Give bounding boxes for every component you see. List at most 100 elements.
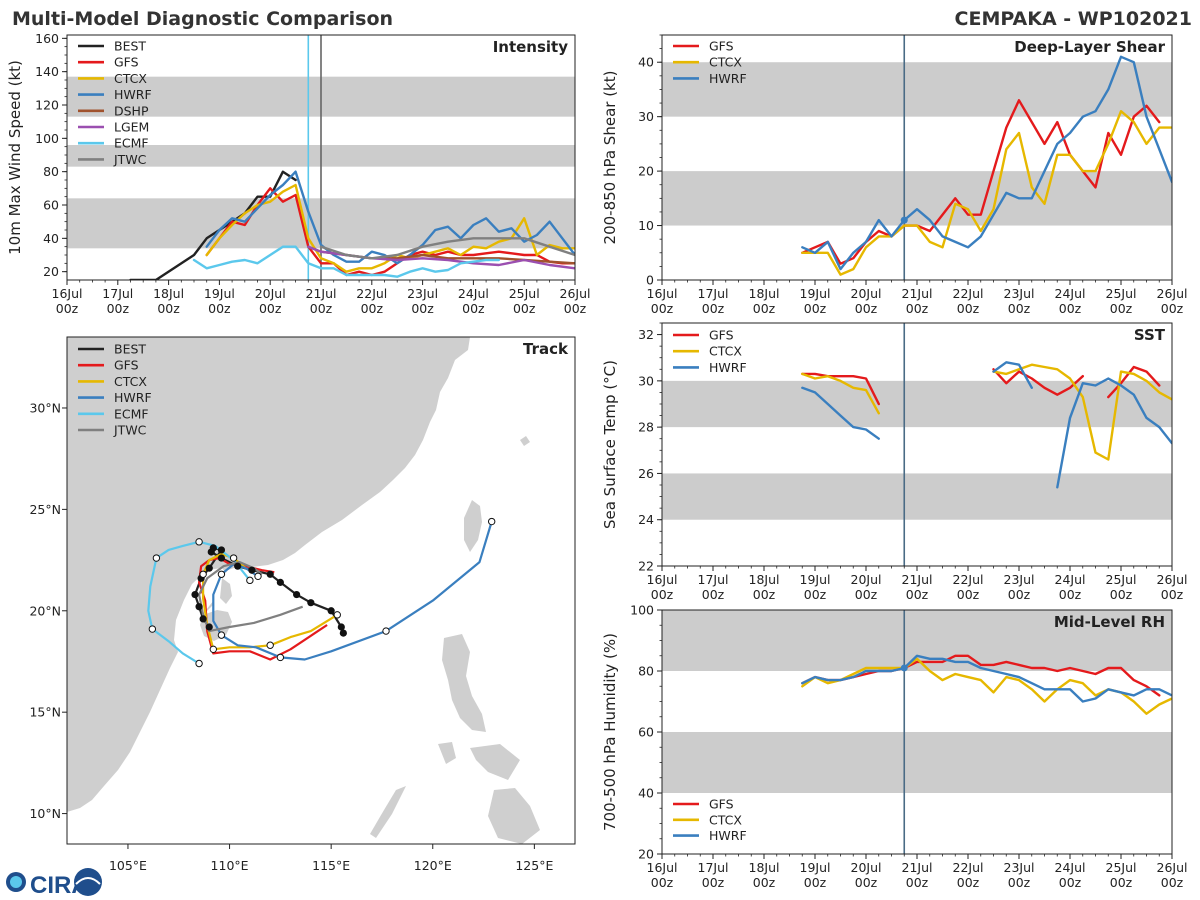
x-tick-label: 26Jul 00z xyxy=(1157,286,1188,316)
forecast-point xyxy=(217,631,226,639)
x-tick-label: 21Jul 00z xyxy=(902,860,933,890)
panel-title: Track xyxy=(523,340,569,358)
x-tick-label: 21Jul 00z xyxy=(902,286,933,316)
legend-label-ctcx: CTCX xyxy=(114,374,147,389)
forecast-point xyxy=(276,653,285,662)
x-tick-label: 17Jul 00z xyxy=(698,860,729,890)
figure-title: Multi-Model Diagnostic Comparison xyxy=(12,8,393,30)
legend-label-ctcx: CTCX xyxy=(709,55,742,70)
x-tick-label: 22Jul 00z xyxy=(953,572,984,602)
x-tick-label: 22Jul 00z xyxy=(356,286,387,316)
series-line-ctcx xyxy=(801,109,1172,276)
series-line-ecmf xyxy=(192,245,500,278)
y-tick-label: 40 xyxy=(638,786,654,801)
x-tick-label: 26Jul 00z xyxy=(1157,860,1188,890)
best-track-point xyxy=(248,566,256,574)
x-tick-label: 18Jul 00z xyxy=(153,286,184,316)
best-track-point xyxy=(327,607,335,615)
series-line-gfs xyxy=(1107,365,1161,399)
lat-tick-label: 15°N xyxy=(29,705,61,720)
x-tick-label: 17Jul 00z xyxy=(698,572,729,602)
x-tick-label: 24Jul 00z xyxy=(1055,860,1086,890)
y-tick-label: 20 xyxy=(43,264,59,279)
legend-label-best: BEST xyxy=(114,39,146,54)
forecast-point xyxy=(487,517,496,526)
y-tick-label: 60 xyxy=(43,198,59,213)
y-tick-label: 30 xyxy=(638,373,654,388)
series-line-hwrf xyxy=(1056,377,1172,489)
lat-tick-label: 10°N xyxy=(29,806,61,821)
track-line-ctcx xyxy=(202,552,338,651)
x-tick-label: 23Jul 00z xyxy=(407,286,438,316)
x-tick-label: 19Jul 00z xyxy=(800,860,831,890)
lon-tick-label: 110°E xyxy=(211,858,249,873)
track-line-hwrf xyxy=(212,521,493,661)
y-tick-label: 10 xyxy=(638,218,654,233)
y-tick-label: 160 xyxy=(35,31,59,46)
lat-tick-label: 25°N xyxy=(29,502,61,517)
best-track-point xyxy=(199,615,207,623)
y-tick-label: 20 xyxy=(638,847,654,862)
best-track-point xyxy=(191,590,199,599)
series-line-gfs xyxy=(992,368,1085,396)
x-tick-label: 24Jul 00z xyxy=(1055,286,1086,316)
y-tick-label: 30 xyxy=(638,109,654,124)
series-line-hwrf xyxy=(801,55,1172,271)
y-tick-label: 140 xyxy=(35,64,59,79)
forecast-point xyxy=(254,572,262,581)
shade-band xyxy=(662,732,1172,793)
y-tick-label: 40 xyxy=(638,55,654,70)
forecast-point xyxy=(148,625,157,633)
sst-panel: 22 24 26 28 30 32 16Jul 00z 17Jul 00z 18Jul 00z 19Ju… xyxy=(601,322,1188,602)
shade-band xyxy=(662,473,1172,520)
x-tick-label: 22Jul 00z xyxy=(953,860,984,890)
y-axis-label: Sea Surface Temp (°C) xyxy=(601,360,619,529)
x-tick-label: 16Jul 00z xyxy=(52,286,83,316)
y-tick-label: 100 xyxy=(630,603,654,618)
lon-tick-label: 120°E xyxy=(414,858,452,873)
series-line-hwrf xyxy=(801,386,880,440)
x-tick-label: 20Jul 00z xyxy=(851,860,882,890)
legend-label-ecmf: ECMF xyxy=(114,136,149,151)
series-line-gfs xyxy=(801,99,1161,265)
best-track-point xyxy=(205,623,213,631)
legend-label-jtwc: JTWC xyxy=(113,152,147,167)
x-tick-label: 17Jul 00z xyxy=(698,286,729,316)
x-tick-label: 26Jul 00z xyxy=(560,286,591,316)
legend-label-ctcx: CTCX xyxy=(709,812,742,827)
y-tick-label: 28 xyxy=(638,420,654,435)
x-tick-label: 23Jul 00z xyxy=(1004,572,1035,602)
forecast-point xyxy=(229,554,238,562)
panel-title: Intensity xyxy=(493,38,569,56)
forecast-point xyxy=(382,627,390,635)
y-tick-label: 80 xyxy=(43,164,59,179)
x-tick-label: 25Jul 00z xyxy=(1106,286,1137,316)
legend-label-best: BEST xyxy=(114,342,146,357)
storm-name: CEMPAKA - WP102021 xyxy=(955,8,1192,30)
y-tick-label: 40 xyxy=(43,231,59,246)
legend-label-jtwc: JTWC xyxy=(113,423,147,438)
x-tick-label: 25Jul 00z xyxy=(1106,572,1137,602)
analysis-marker xyxy=(900,664,908,672)
best-track-point xyxy=(209,544,217,552)
x-tick-label: 19Jul 00z xyxy=(800,286,831,316)
y-tick-label: 0 xyxy=(646,273,654,288)
legend-label-hwrf: HWRF xyxy=(114,87,152,102)
panel-title: Mid-Level RH xyxy=(1054,613,1165,631)
shear-panel: 0 10 20 30 40 16Jul 00z 17Jul 00z 18Jul 00z 19Jul 00… xyxy=(601,34,1188,316)
y-tick-label: 22 xyxy=(638,559,654,574)
x-tick-label: 25Jul 00z xyxy=(509,286,540,316)
y-axis-label: 700-500 hPa Humidity (%) xyxy=(601,633,619,831)
intensity-panel: 20 40 60 80 100 120 140 160 16Jul 00z 17Jul 00z 18Ju… xyxy=(6,31,591,316)
best-track-point xyxy=(307,599,315,607)
y-tick-label: 60 xyxy=(638,725,654,740)
x-tick-label: 24Jul 00z xyxy=(458,286,489,316)
lon-tick-label: 105°E xyxy=(109,858,147,873)
series-line-ctcx xyxy=(801,372,880,415)
x-tick-label: 22Jul 00z xyxy=(953,286,984,316)
analysis-marker xyxy=(900,216,908,224)
y-tick-label: 32 xyxy=(638,327,654,342)
shade-band xyxy=(662,62,1172,117)
series-line-gfs xyxy=(801,654,1161,697)
